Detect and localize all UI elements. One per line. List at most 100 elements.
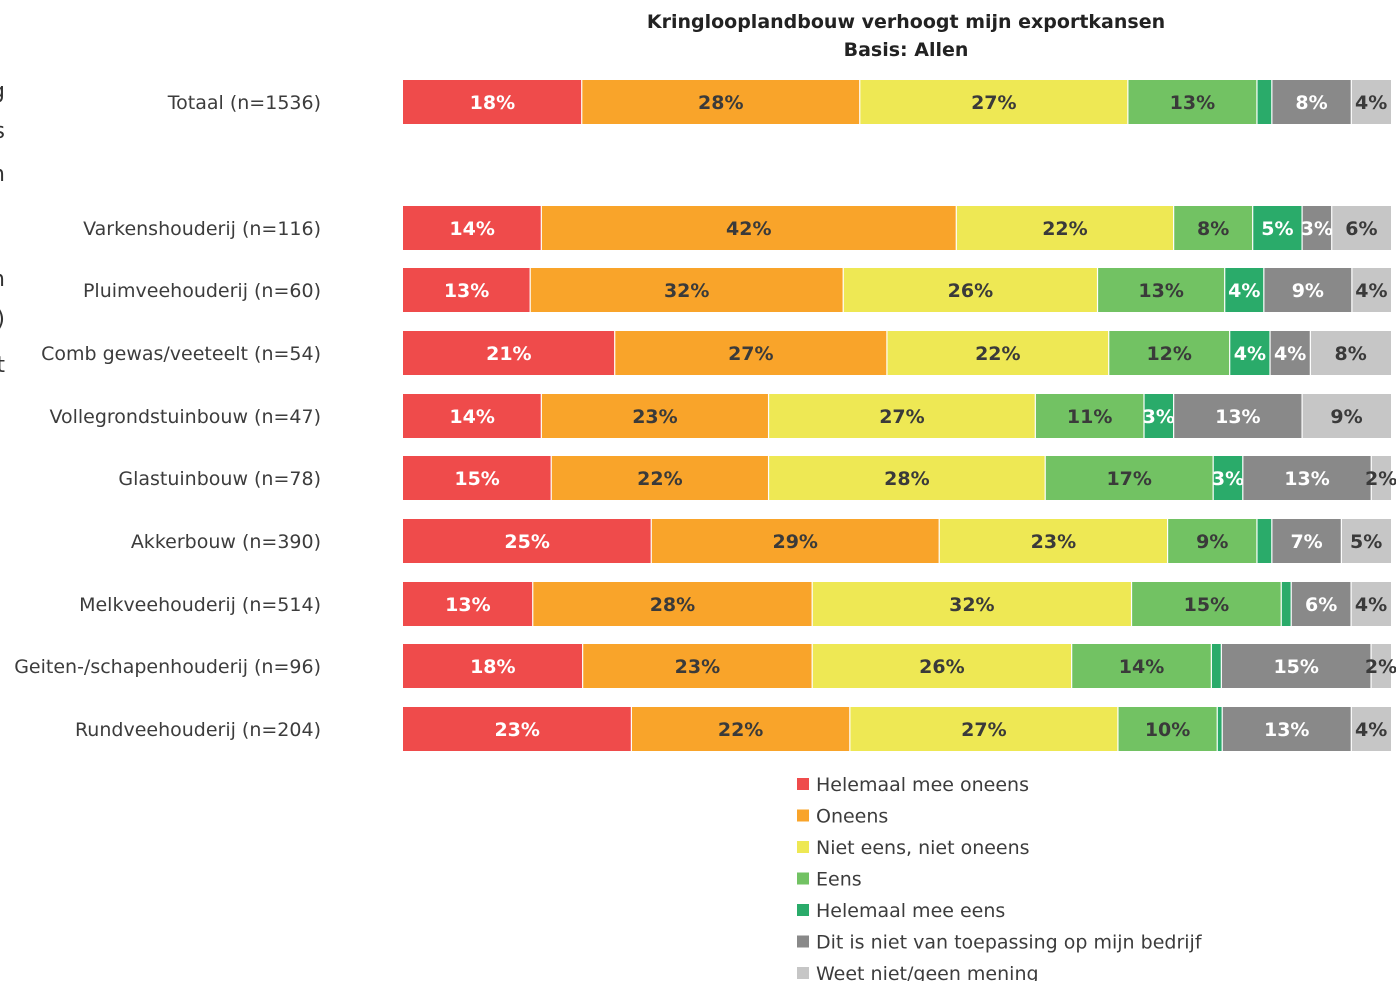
- bar-segment: [651, 519, 940, 563]
- data-label: 6%: [1305, 594, 1337, 616]
- legend-swatch: [797, 872, 809, 885]
- bar-segment: [1242, 456, 1372, 500]
- data-label: 2%: [1365, 656, 1396, 678]
- bar-segment: [1127, 80, 1257, 124]
- data-label: 32%: [664, 280, 709, 302]
- bar-segment: [1371, 644, 1391, 688]
- bar-segment: [1256, 80, 1272, 124]
- data-label: 14%: [1119, 656, 1164, 678]
- bar-segment: [1217, 707, 1223, 751]
- bar-segment: [1131, 582, 1282, 626]
- bar-segment: [1291, 582, 1352, 626]
- bars-area: Totaal (n=1536) 18% 28% 27% 13% 8% 4% Varkensho…: [14, 80, 1396, 751]
- data-label: 26%: [948, 280, 993, 302]
- category-label: Varkenshouderij (n=116): [83, 218, 321, 240]
- data-label: 15%: [1184, 594, 1229, 616]
- bar-segment: [403, 707, 632, 751]
- data-label: 8%: [1197, 218, 1229, 240]
- bar-segment: [581, 80, 860, 124]
- data-label: 8%: [1335, 343, 1367, 365]
- bar-segment: [532, 582, 813, 626]
- data-label: 9%: [1196, 531, 1228, 553]
- data-label: 5%: [1350, 531, 1382, 553]
- data-label: 3%: [1301, 218, 1333, 240]
- legend: Helemaal mee oneens Oneens Niet eens, niet…: [797, 774, 1203, 981]
- bar-segment: [812, 582, 1132, 626]
- legend-swatch: [797, 904, 809, 916]
- data-label: 28%: [884, 468, 929, 490]
- legend-label: Oneens: [816, 806, 888, 828]
- data-label: 13%: [445, 594, 490, 616]
- data-label: 32%: [949, 594, 994, 616]
- bar-segment: [403, 519, 652, 563]
- bar-segment: [1310, 331, 1391, 375]
- data-label: 13%: [1138, 280, 1183, 302]
- bar-segment: [843, 268, 1098, 312]
- bar-segment: [403, 268, 531, 312]
- data-label: 2%: [1365, 468, 1396, 490]
- bar-segment: [1117, 707, 1218, 751]
- data-label: 18%: [470, 92, 515, 114]
- bar-segment: [1256, 519, 1272, 563]
- bar-segment: [1221, 644, 1372, 688]
- bar-segment: [1211, 644, 1222, 688]
- bar-segment: [1351, 582, 1391, 626]
- data-label: 13%: [1215, 406, 1260, 428]
- data-label: 5%: [1261, 218, 1293, 240]
- data-label: 4%: [1355, 594, 1387, 616]
- bar-segment: [1351, 80, 1391, 124]
- data-label: 27%: [879, 406, 924, 428]
- bar-segment: [1097, 268, 1225, 312]
- data-label: 25%: [504, 531, 549, 553]
- cropped-text-fragment: t: [0, 353, 5, 378]
- data-label: 11%: [1067, 406, 1112, 428]
- bar-segment: [1341, 519, 1391, 563]
- legend-label: Helemaal mee oneens: [816, 774, 1029, 796]
- bar-segment: [631, 707, 850, 751]
- category-label: Pluimveehouderij (n=60): [83, 280, 321, 302]
- bar-segment: [1281, 582, 1292, 626]
- bar-segment: [849, 707, 1118, 751]
- legend-swatch: [797, 778, 809, 790]
- data-label: 23%: [1031, 531, 1076, 553]
- data-label: 42%: [726, 218, 771, 240]
- data-label: 15%: [454, 468, 499, 490]
- bar-segment: [403, 582, 533, 626]
- legend-swatch: [797, 841, 809, 853]
- bar-segment: [403, 80, 582, 124]
- category-label: Totaal (n=1536): [167, 92, 321, 114]
- data-label: 4%: [1355, 92, 1387, 114]
- bar-segment: [403, 331, 615, 375]
- bar-segment: [1263, 268, 1352, 312]
- cropped-text-fragment: g: [0, 79, 5, 104]
- data-label: 26%: [919, 656, 964, 678]
- category-label: Akkerbouw (n=390): [131, 531, 321, 553]
- bar-segment: [886, 331, 1109, 375]
- legend-label: Helemaal mee eens: [816, 900, 1005, 922]
- data-label: 22%: [637, 468, 682, 490]
- bar-segment: [939, 519, 1168, 563]
- bar-segment: [812, 644, 1072, 688]
- category-label: Geiten-/schapenhouderij (n=96): [14, 656, 321, 678]
- data-label: 28%: [650, 594, 695, 616]
- bar-segment: [1167, 519, 1257, 563]
- category-label: Glastuinbouw (n=78): [118, 468, 321, 490]
- bar-segment: [541, 394, 769, 438]
- data-label: 21%: [486, 343, 531, 365]
- data-label: 13%: [1170, 92, 1215, 114]
- data-label: 10%: [1145, 719, 1190, 741]
- legend-label: Eens: [816, 869, 862, 891]
- category-label: Melkveehouderij (n=514): [79, 594, 321, 616]
- category-label: Rundveehouderij (n=204): [75, 719, 321, 741]
- legend-label: Dit is niet van toepassing op mijn bedri…: [816, 932, 1203, 954]
- bar-segment: [768, 394, 1036, 438]
- bar-segment: [582, 644, 813, 688]
- data-label: 13%: [1264, 719, 1309, 741]
- data-label: 4%: [1355, 719, 1387, 741]
- chart-title: Kringlooplandbouw verhoogt mijn exportka…: [647, 11, 1165, 33]
- legend-swatch: [797, 809, 809, 822]
- data-label: 6%: [1345, 218, 1377, 240]
- legend-swatch: [797, 967, 809, 979]
- data-label: 22%: [975, 343, 1020, 365]
- bar-segment: [1351, 268, 1391, 312]
